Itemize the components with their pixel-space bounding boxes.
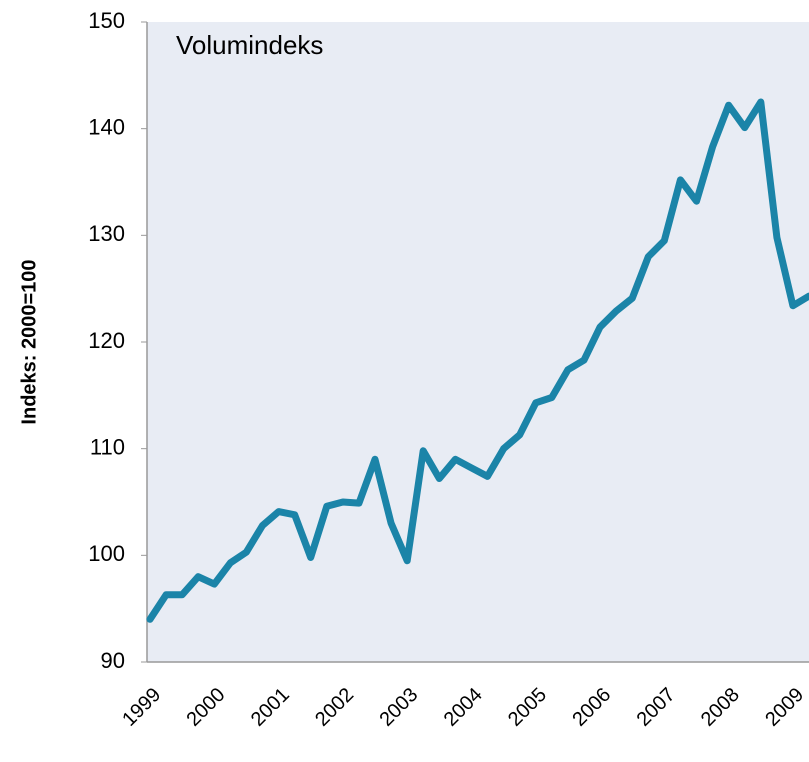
y-tick-label: 90 — [101, 648, 125, 673]
y-tick-label: 130 — [88, 221, 125, 246]
x-tick-label: 1999 — [118, 684, 165, 731]
y-tick-label: 120 — [88, 328, 125, 353]
x-tick-label: 2005 — [504, 684, 551, 731]
x-tick-label: 2009 — [761, 684, 808, 731]
y-tick-label: 100 — [88, 541, 125, 566]
x-tick-label: 2001 — [247, 684, 294, 731]
chart-title: Volumindeks — [176, 30, 323, 60]
x-tick-label: 2008 — [697, 684, 744, 731]
y-tick-label: 110 — [90, 434, 125, 459]
x-tick-label: 2004 — [440, 684, 487, 731]
y-tick-label: 140 — [88, 114, 125, 139]
y-tick-label: 150 — [88, 8, 125, 33]
x-tick-label: 2007 — [633, 684, 680, 731]
x-tick-label: 2000 — [183, 684, 230, 731]
plot-area — [147, 22, 809, 662]
x-tick-label: 2003 — [375, 684, 422, 731]
data-line — [146, 98, 809, 623]
x-tick-label: 2006 — [568, 684, 615, 731]
y-axis-label: Indeks: 2000=100 — [18, 259, 40, 424]
x-tick-label: 2002 — [311, 684, 358, 731]
